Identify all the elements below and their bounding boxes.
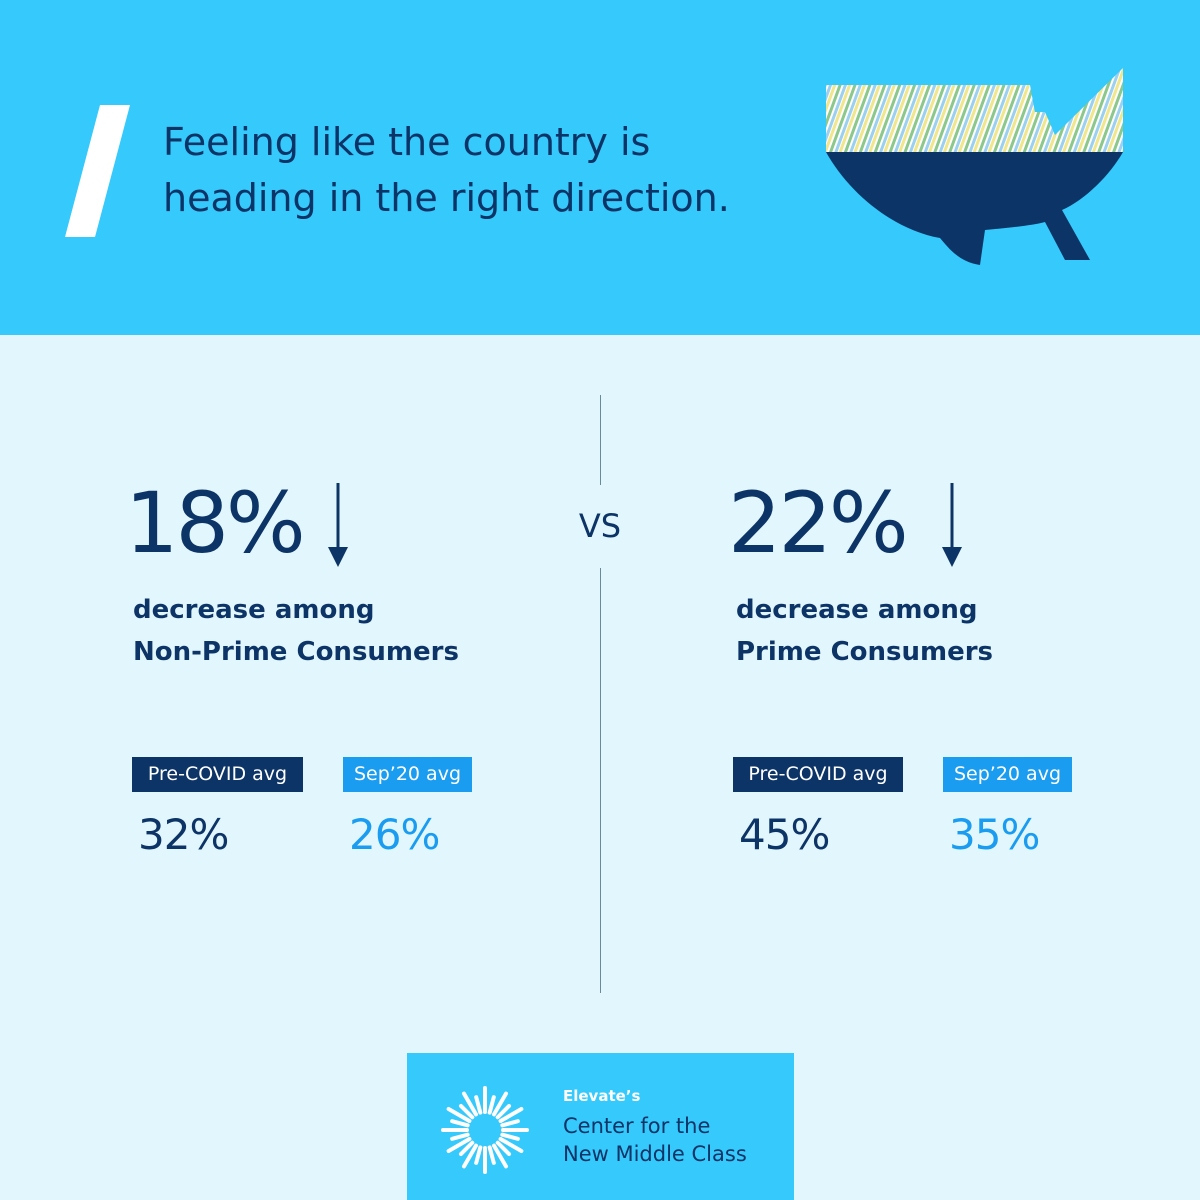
badge: Sep’20 avg [943, 757, 1072, 792]
caption: Prime Consumers [736, 637, 994, 667]
caption: decrease among [133, 595, 375, 625]
down-arrow [326, 483, 350, 572]
brand-name: Center for the [563, 1114, 711, 1138]
arrow-icon [942, 483, 962, 567]
badge: Sep’20 avg [343, 757, 472, 792]
logo-ray [487, 1095, 496, 1115]
logo-ray [492, 1091, 508, 1117]
logo-ray [446, 1107, 472, 1123]
logo-ray [500, 1132, 520, 1141]
logo-ray [458, 1103, 475, 1120]
caption: decrease among [736, 595, 978, 625]
divider-line [600, 568, 601, 993]
map-base [826, 152, 1123, 265]
logo-ray [487, 1145, 496, 1165]
badge-value: 45% [739, 810, 830, 859]
map-stripes [826, 68, 1123, 152]
logo-ray [495, 1140, 512, 1157]
logo-ray [492, 1143, 508, 1169]
logo-ray [498, 1107, 524, 1123]
slash [65, 105, 130, 237]
logo-ray [450, 1119, 470, 1128]
badge: Pre-COVID avg [733, 757, 903, 792]
logo-ray [498, 1137, 524, 1153]
headline: 22% [728, 474, 909, 572]
badge: Pre-COVID avg [132, 757, 303, 792]
logo-ray [500, 1119, 520, 1128]
logo [441, 1086, 529, 1174]
title-line: Feeling like the country is [163, 120, 651, 164]
logo-ray [495, 1103, 512, 1120]
logo-ray [474, 1145, 483, 1165]
caption: Non-Prime Consumers [133, 637, 459, 667]
logo-ray [462, 1143, 478, 1169]
arrow-icon [328, 483, 348, 567]
down-arrow [940, 483, 964, 572]
logo-ray [458, 1140, 475, 1157]
badge-value: 26% [349, 810, 440, 859]
logo-ray [446, 1137, 472, 1153]
logo-ray [474, 1095, 483, 1115]
badge-value: 32% [138, 810, 229, 859]
vs-label: VS [578, 507, 622, 545]
headline: 18% [125, 474, 306, 572]
logo-ray [462, 1091, 478, 1117]
logo-ray [450, 1132, 470, 1141]
brand-name: New Middle Class [563, 1142, 747, 1166]
footer-box [407, 1053, 794, 1200]
title-line: heading in the right direction. [163, 176, 730, 220]
divider-line [600, 395, 601, 485]
badge-value: 35% [949, 810, 1040, 859]
brand: Elevate’s [563, 1087, 641, 1105]
header-art [65, 68, 1123, 265]
